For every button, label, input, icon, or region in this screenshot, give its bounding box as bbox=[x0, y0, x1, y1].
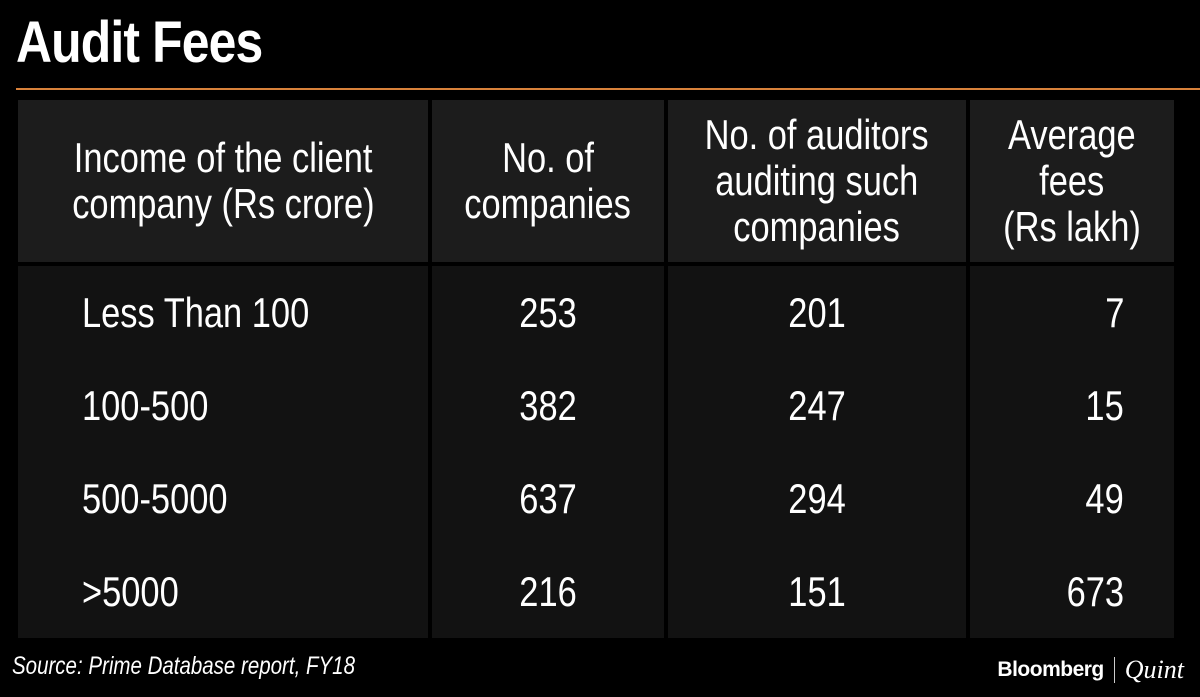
brand-bloomberg: Bloomberg bbox=[997, 658, 1104, 681]
cell-companies: 253 bbox=[519, 288, 577, 336]
cell-income: Less Than 100 bbox=[82, 288, 310, 336]
header-income-line2: company (Rs crore) bbox=[71, 180, 375, 227]
header-fees-line3: (Rs lakh) bbox=[1003, 203, 1141, 250]
header-companies: No. of companies bbox=[432, 100, 664, 262]
cell-auditors: 151 bbox=[788, 567, 846, 615]
header-companies-line2: companies bbox=[464, 180, 632, 227]
source-note: Source: Prime Database report, FY18 bbox=[12, 652, 355, 680]
cell-companies: 637 bbox=[519, 474, 577, 522]
chart-title: Audit Fees bbox=[16, 10, 263, 75]
column-auditors: 201 247 294 151 bbox=[668, 266, 966, 638]
cell-auditors: 201 bbox=[788, 288, 846, 336]
header-auditors-line3: companies bbox=[733, 203, 901, 250]
header-income-line1: Income of the client bbox=[73, 134, 373, 181]
audit-fees-table: Income of the client company (Rs crore) … bbox=[18, 100, 1174, 638]
header-companies-line1: No. of bbox=[502, 134, 594, 181]
cell-companies: 382 bbox=[519, 381, 577, 429]
title-divider bbox=[16, 88, 1200, 90]
cell-avg-fees: 49 bbox=[1085, 474, 1124, 522]
table-row: 500-5000 bbox=[82, 452, 428, 545]
table-row: Less Than 100 bbox=[82, 266, 428, 359]
cell-avg-fees: 15 bbox=[1085, 381, 1124, 429]
column-companies: 253 382 637 216 bbox=[432, 266, 664, 638]
table-row: >5000 bbox=[82, 545, 428, 638]
header-fees-line2: fees bbox=[1039, 157, 1105, 204]
cell-auditors: 294 bbox=[788, 474, 846, 522]
header-avg-fees: Average fees (Rs lakh) bbox=[970, 100, 1174, 262]
cell-income: 500-5000 bbox=[82, 474, 228, 522]
brand-quint: Quint bbox=[1124, 655, 1184, 684]
header-fees-line1: Average bbox=[1008, 111, 1136, 158]
header-income: Income of the client company (Rs crore) bbox=[18, 100, 428, 262]
header-auditors-line2: auditing such bbox=[715, 157, 919, 204]
table-row: 100-500 bbox=[82, 359, 428, 452]
cell-avg-fees: 7 bbox=[1104, 288, 1124, 336]
column-avg-fees: 7 15 49 673 bbox=[970, 266, 1174, 638]
header-auditors-line1: No. of auditors bbox=[705, 111, 929, 158]
header-auditors: No. of auditors auditing such companies bbox=[668, 100, 966, 262]
column-income: Less Than 100 100-500 500-5000 >5000 bbox=[18, 266, 428, 638]
cell-income: 100-500 bbox=[82, 381, 209, 429]
cell-auditors: 247 bbox=[788, 381, 846, 429]
cell-avg-fees: 673 bbox=[1066, 567, 1124, 615]
brand-logo: Bloomberg Quint bbox=[997, 655, 1184, 685]
cell-income: >5000 bbox=[82, 567, 179, 615]
brand-divider bbox=[1113, 657, 1115, 683]
cell-companies: 216 bbox=[519, 567, 577, 615]
